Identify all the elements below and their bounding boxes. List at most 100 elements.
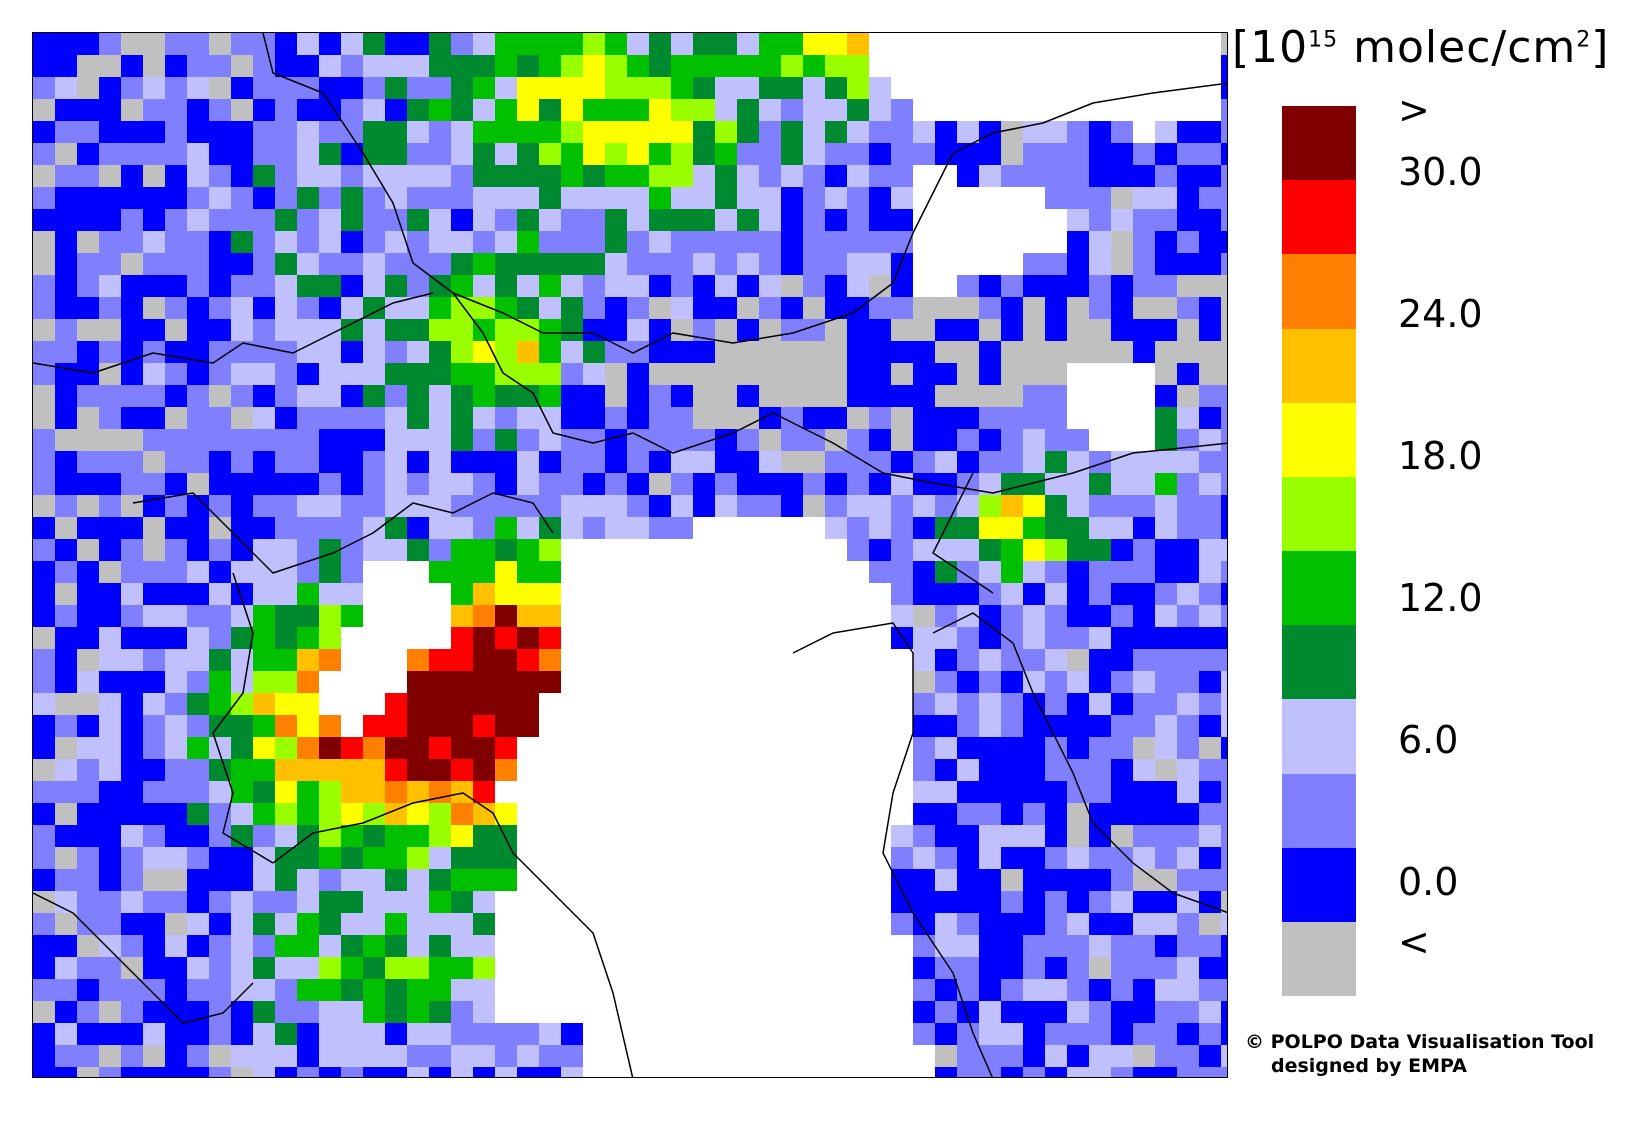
map-cell [231, 253, 254, 276]
map-cell [847, 451, 870, 474]
map-cell [781, 825, 804, 848]
map-cell [319, 209, 342, 232]
border-line [33, 892, 254, 1024]
map-cell [187, 693, 210, 716]
map-cell [473, 407, 496, 430]
map-cell [1177, 583, 1200, 606]
map-cell [1111, 869, 1134, 892]
units-suffix-exponent: 2 [1576, 27, 1592, 53]
map-cell [913, 143, 936, 166]
map-cell [825, 187, 848, 210]
map-cell [1133, 495, 1156, 518]
map-cell [77, 99, 100, 122]
map-cell [781, 935, 804, 958]
no2-column-map[interactable] [32, 32, 1228, 1078]
map-cell [671, 473, 694, 496]
map-cell [1045, 77, 1068, 100]
map-cell [649, 935, 672, 958]
map-cell [253, 957, 276, 980]
map-cell [33, 363, 56, 386]
map-cell [847, 77, 870, 100]
map-cell [693, 495, 716, 518]
map-cell [275, 275, 298, 298]
map-cell [1001, 77, 1024, 100]
map-cell [1045, 121, 1068, 144]
map-cell [253, 715, 276, 738]
map-cell [1089, 385, 1112, 408]
map-cell [1001, 561, 1024, 584]
map-cell [847, 913, 870, 936]
map-cell [891, 847, 914, 870]
credit-text: © POLPO Data Visualisation Tool designed… [1245, 1030, 1594, 1078]
map-cell [1133, 1001, 1156, 1024]
map-cell [231, 737, 254, 760]
map-cell [385, 583, 408, 606]
map-cell [143, 319, 166, 342]
map-cell [605, 583, 628, 606]
map-cell [561, 715, 584, 738]
map-cell [209, 737, 232, 760]
map-cell [451, 275, 474, 298]
map-cell [891, 253, 914, 276]
map-cell [1221, 693, 1227, 716]
map-cell [1067, 671, 1090, 694]
map-cell [1023, 1001, 1046, 1024]
map-cell [1067, 737, 1090, 760]
map-cell [1199, 825, 1222, 848]
map-cell [517, 891, 540, 914]
map-cell [671, 715, 694, 738]
map-cell [1155, 781, 1178, 804]
map-cell [1001, 187, 1024, 210]
map-cell [319, 473, 342, 496]
map-cell [1067, 275, 1090, 298]
map-cell [561, 869, 584, 892]
map-cell [935, 539, 958, 562]
map-cell [209, 495, 232, 518]
map-cell [473, 825, 496, 848]
map-cell [407, 583, 430, 606]
map-cell [1111, 209, 1134, 232]
map-cell [957, 385, 980, 408]
map-cell [781, 99, 804, 122]
map-cell [891, 671, 914, 694]
map-cell [649, 99, 672, 122]
map-cell [99, 517, 122, 540]
map-cell [1221, 341, 1227, 364]
map-cell [1001, 473, 1024, 496]
map-cell [847, 539, 870, 562]
map-cell [473, 649, 496, 672]
map-cell [1177, 715, 1200, 738]
map-cell [561, 1001, 584, 1024]
map-cell [1001, 869, 1024, 892]
map-cell [781, 495, 804, 518]
map-cell [759, 253, 782, 276]
map-cell [77, 165, 100, 188]
map-cell [297, 385, 320, 408]
map-cell [671, 803, 694, 826]
map-cell [1023, 1045, 1046, 1068]
map-cell [1221, 363, 1227, 386]
map-cell [407, 1067, 430, 1077]
map-cell [429, 297, 452, 320]
map-cell [1199, 715, 1222, 738]
map-cell [649, 77, 672, 100]
map-cell [77, 1001, 100, 1024]
map-cell [869, 253, 892, 276]
map-cell [715, 935, 738, 958]
map-cell [935, 385, 958, 408]
map-cell [935, 429, 958, 452]
map-cell [979, 209, 1002, 232]
map-cell [935, 847, 958, 870]
map-cell [187, 319, 210, 342]
map-cell [1155, 1045, 1178, 1068]
map-cell [1199, 627, 1222, 650]
map-cell [407, 979, 430, 1002]
map-cell [1089, 605, 1112, 628]
map-cell [913, 231, 936, 254]
map-cell [957, 209, 980, 232]
map-cell [803, 913, 826, 936]
map-cell [517, 1023, 540, 1046]
map-cell [979, 407, 1002, 430]
map-cell [99, 187, 122, 210]
map-cell [1133, 451, 1156, 474]
